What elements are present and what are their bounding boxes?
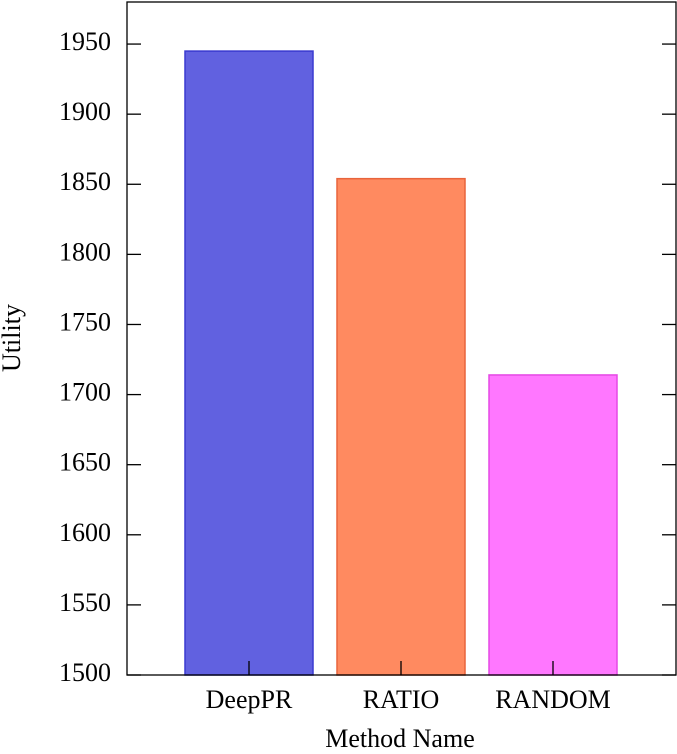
- y-tick-label: 1650: [59, 448, 111, 477]
- y-tick-label: 1950: [59, 27, 111, 56]
- y-tick-label: 1550: [59, 588, 111, 617]
- y-tick-label: 1750: [59, 307, 111, 336]
- y-tick-label: 1500: [59, 658, 111, 687]
- bar: [184, 50, 314, 676]
- y-tick-label: 1700: [59, 378, 111, 407]
- y-tick-label: 1600: [59, 518, 111, 547]
- y-tick-label: 1900: [59, 97, 111, 126]
- bar: [488, 374, 618, 676]
- bar: [336, 177, 466, 676]
- x-tick-label: RANDOM: [495, 685, 611, 714]
- plot-frame: [126, 1, 677, 676]
- x-axis-label: Method Name: [325, 724, 474, 753]
- y-tick-label: 1850: [59, 167, 111, 196]
- y-axis-label: Utility: [0, 304, 26, 372]
- y-tick-label: 1800: [59, 237, 111, 266]
- x-tick-label: RATIO: [363, 685, 440, 714]
- x-tick-label: DeepPR: [206, 685, 293, 714]
